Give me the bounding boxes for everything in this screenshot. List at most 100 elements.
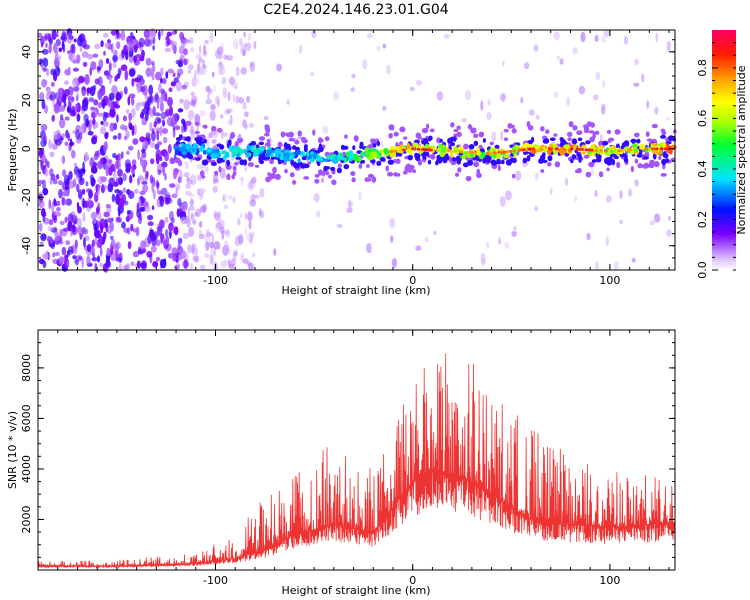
noise-speckle <box>633 82 640 87</box>
ridge-cell <box>212 152 216 159</box>
noise-speckle <box>209 133 213 139</box>
ridge-cell <box>504 153 510 159</box>
ridge-cell <box>395 158 401 164</box>
ridge-cell <box>178 161 182 166</box>
ridge-cell <box>476 172 482 179</box>
noise-speckle <box>187 109 195 120</box>
ridge-cell <box>195 157 201 162</box>
noise-speckle <box>211 139 217 144</box>
noise-speckle <box>41 207 46 217</box>
noise-speckle <box>433 230 437 236</box>
noise-speckle <box>64 216 68 223</box>
ridge-cell <box>608 137 615 142</box>
noise-speckle <box>313 193 320 203</box>
ridge-peak <box>416 147 421 151</box>
ridge-cell <box>511 173 516 179</box>
noise-speckle <box>144 111 149 122</box>
noise-speckle <box>187 69 192 74</box>
noise-speckle <box>171 247 178 258</box>
noise-speckle <box>158 30 161 41</box>
ridge-cell <box>268 173 273 181</box>
noise-speckle <box>160 259 163 269</box>
noise-speckle <box>122 115 127 122</box>
noise-speckle <box>51 173 56 181</box>
noise-speckle <box>121 49 125 59</box>
noise-speckle <box>557 55 560 61</box>
noise-speckle <box>116 31 120 39</box>
noise-speckle <box>321 177 325 183</box>
noise-speckle <box>85 118 89 127</box>
colorbar-ticks: 0.0 0.2 0.4 0.6 0.8 <box>696 42 736 279</box>
noise-speckle <box>97 112 104 117</box>
ridge-peak <box>599 149 603 153</box>
noise-speckle <box>92 53 99 58</box>
noise-speckle <box>42 179 47 190</box>
noise-speckle <box>100 126 107 135</box>
noise-speckle <box>49 151 55 158</box>
noise-speckle <box>151 205 155 210</box>
snr-y-tick-label: 4000 <box>20 455 33 483</box>
noise-speckle <box>212 132 218 139</box>
noise-speckle <box>198 188 204 197</box>
ridge-cell <box>239 159 245 166</box>
noise-speckle <box>128 68 136 77</box>
ridge-cell <box>588 161 595 168</box>
ridge-peak <box>644 147 649 151</box>
ridge-cell <box>391 124 395 131</box>
noise-speckle <box>43 252 49 260</box>
ridge-cell <box>312 129 316 136</box>
noise-speckle <box>171 40 175 51</box>
noise-speckle <box>380 140 384 149</box>
ridge-cell <box>453 147 459 151</box>
noise-speckle <box>258 208 262 216</box>
noise-speckle <box>90 61 97 71</box>
noise-speckle <box>133 77 141 83</box>
ridge-cell <box>568 121 574 128</box>
ridge-cell <box>639 145 646 150</box>
noise-speckle <box>502 60 505 67</box>
ridge-peak <box>498 151 503 154</box>
noise-speckle <box>162 77 167 85</box>
ridge-peak <box>451 149 456 153</box>
ridge-peak <box>620 149 625 152</box>
ridge-cell <box>427 135 433 141</box>
noise-speckle <box>53 42 58 54</box>
noise-speckle <box>183 99 190 111</box>
noise-speckle <box>78 131 83 137</box>
noise-speckle <box>227 119 233 126</box>
noise-speckle <box>72 178 77 188</box>
ridge-cell <box>468 144 475 150</box>
noise-speckle <box>149 122 153 132</box>
noise-speckle <box>77 256 83 260</box>
noise-speckle <box>170 217 175 224</box>
ridge-cell <box>185 143 191 150</box>
ridge-cell <box>274 148 281 154</box>
noise-speckle <box>92 118 96 125</box>
ridge-cell <box>264 142 271 147</box>
noise-speckle <box>62 190 68 197</box>
colorbar-tick-label: 0.0 <box>696 261 709 279</box>
noise-speckle <box>151 237 157 247</box>
noise-speckle <box>389 217 395 229</box>
snr-x-label: Height of straight line (km) <box>281 584 430 597</box>
noise-speckle <box>226 55 234 61</box>
noise-speckle <box>204 39 209 45</box>
noise-speckle <box>86 53 94 60</box>
noise-speckle <box>172 72 176 78</box>
noise-speckle <box>486 112 492 121</box>
noise-speckle <box>219 70 222 76</box>
noise-speckle <box>75 258 79 266</box>
snr-y-tick-label: 2000 <box>20 505 33 533</box>
noise-speckle <box>276 63 283 72</box>
ridge-cell <box>284 168 288 174</box>
ridge-cell <box>275 153 279 158</box>
ridge-cell <box>344 134 348 139</box>
noise-speckle <box>164 194 171 202</box>
ridge-peak <box>411 147 415 151</box>
noise-speckle <box>366 242 372 254</box>
noise-speckle <box>82 212 86 222</box>
noise-speckle <box>605 236 609 247</box>
noise-speckle <box>127 145 134 151</box>
noise-speckle <box>209 254 214 266</box>
noise-speckle <box>205 165 209 173</box>
